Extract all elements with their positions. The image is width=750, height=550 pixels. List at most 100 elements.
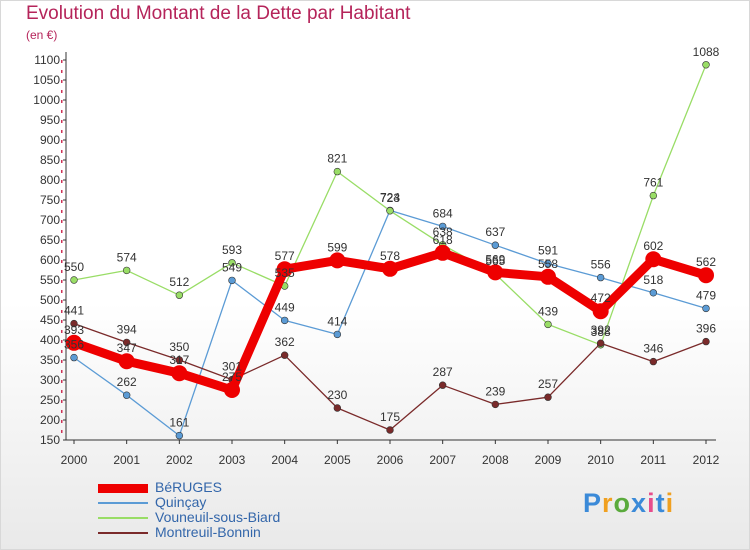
- y-tick-label: 800: [40, 173, 60, 187]
- data-point: [702, 304, 710, 313]
- data-label: 287: [433, 365, 453, 379]
- data-point: [280, 351, 289, 359]
- data-label: 535: [275, 266, 295, 280]
- y-tick-label: 850: [40, 153, 60, 167]
- y-tick-label: 700: [40, 213, 60, 227]
- data-label: 549: [222, 260, 242, 274]
- x-tick-label: 2002: [166, 453, 193, 467]
- series-line: [73, 209, 707, 437]
- axis-dot: [61, 390, 63, 393]
- series-layer: [66, 61, 714, 440]
- data-point: [118, 353, 135, 370]
- data-label: 591: [538, 244, 558, 258]
- axis-dot: [61, 210, 63, 213]
- axis-dot: [61, 60, 63, 63]
- y-tick-label: 1100: [34, 53, 60, 67]
- chart-axes: 150 200 250 300 350 400 450 500 550 600 650 700 750 8…: [33, 52, 720, 467]
- data-point: [276, 261, 293, 278]
- axis-dot: [61, 150, 63, 153]
- data-point: [122, 391, 131, 399]
- data-point: [491, 400, 500, 409]
- data-label: 1088: [693, 45, 720, 59]
- legend-label: BéRUGES: [155, 479, 222, 495]
- legend-swatch: [98, 532, 148, 534]
- x-tick-label: 2009: [535, 453, 562, 467]
- axis-dot: [61, 330, 63, 333]
- data-point: [333, 167, 342, 176]
- logo-letter: x: [631, 488, 648, 518]
- data-label: 362: [275, 335, 295, 349]
- data-label: 394: [117, 322, 137, 336]
- y-tick-label: 350: [40, 353, 60, 367]
- y-tick-label: 750: [40, 193, 60, 207]
- data-label: 439: [538, 304, 558, 318]
- y-tick-label: 400: [40, 333, 60, 347]
- logo-letter: i: [647, 488, 656, 518]
- data-label: 574: [117, 250, 137, 264]
- data-label: 356: [64, 338, 84, 352]
- data-point: [434, 244, 451, 261]
- x-tick-label: 2003: [219, 453, 246, 467]
- data-point: [596, 339, 605, 347]
- data-label: 257: [538, 377, 558, 391]
- data-point: [544, 259, 552, 268]
- axis-dot: [61, 120, 63, 123]
- data-label: 593: [222, 243, 242, 257]
- data-label: 558: [538, 257, 558, 271]
- data-label: 556: [591, 258, 611, 272]
- data-label: 637: [485, 225, 505, 239]
- y-tick-label: 600: [40, 253, 60, 267]
- logo-letter: t: [655, 488, 666, 518]
- axis-dot: [61, 370, 63, 373]
- data-label: 479: [696, 288, 716, 302]
- data-label: 550: [64, 260, 84, 274]
- chart-title: Evolution du Montant de la Dette par Hab…: [26, 3, 411, 24]
- x-tick-label: 2000: [61, 453, 88, 467]
- data-label: 347: [117, 341, 137, 355]
- proxiti-logo: Proxiti: [583, 488, 674, 519]
- data-label: 317: [169, 353, 189, 367]
- x-tick-label: 2012: [693, 453, 720, 467]
- data-label: 577: [275, 249, 295, 263]
- data-point: [122, 266, 131, 275]
- logo-letter: P: [583, 488, 603, 518]
- data-label: 393: [64, 323, 84, 337]
- data-point: [333, 330, 342, 339]
- data-point: [329, 252, 346, 269]
- data-point: [438, 222, 447, 231]
- data-label: 602: [643, 239, 663, 253]
- axis-dot: [61, 80, 63, 83]
- legend-label: Montreuil-Bonnin: [155, 524, 261, 540]
- y-tick-label: 550: [40, 273, 60, 287]
- chart-subtitle: (en €): [26, 28, 58, 42]
- data-point: [224, 382, 240, 398]
- logo-letter: r: [602, 488, 614, 518]
- data-label: 599: [327, 240, 347, 254]
- data-point: [333, 404, 342, 412]
- axis-dot: [61, 280, 63, 283]
- legend-swatch: [98, 502, 148, 504]
- data-label: 723: [380, 191, 400, 205]
- data-label: 346: [643, 342, 663, 356]
- data-label: 562: [696, 255, 716, 269]
- data-point: [228, 259, 236, 267]
- y-tick-label: 950: [40, 113, 60, 127]
- axis-dot: [61, 360, 63, 363]
- axis-dot: [61, 160, 63, 163]
- data-point: [544, 320, 552, 329]
- data-point: [649, 289, 658, 297]
- data-point: [175, 291, 184, 299]
- data-label: 578: [380, 249, 400, 263]
- axis-dot: [61, 250, 63, 253]
- axis-dot: [61, 310, 63, 313]
- data-point: [702, 61, 710, 69]
- data-point: [645, 251, 662, 268]
- data-point: [386, 426, 394, 434]
- axis-dot: [61, 110, 63, 113]
- axis-dot: [61, 270, 63, 273]
- legend-label: Vouneuil-sous-Biard: [155, 509, 281, 525]
- data-label: 638: [433, 225, 453, 239]
- data-label: 262: [117, 375, 137, 389]
- data-point: [544, 393, 552, 401]
